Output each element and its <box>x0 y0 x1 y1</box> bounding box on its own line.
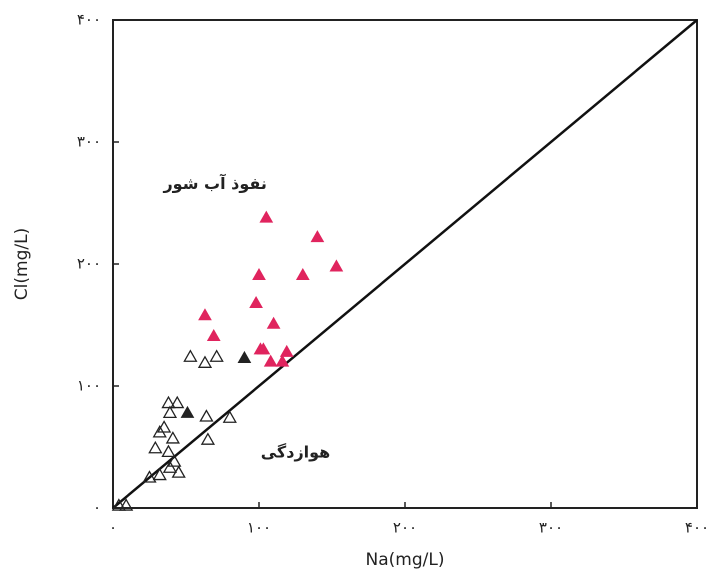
data-point <box>279 344 294 357</box>
y-tick-label: ۲۰۰ <box>77 255 101 273</box>
data-point <box>259 210 274 223</box>
x-axis-label: Na(mg/L) <box>366 550 445 570</box>
annotation: نفوذ آب شور <box>162 173 266 193</box>
data-point <box>295 267 310 280</box>
data-point <box>180 405 195 418</box>
data-point <box>197 355 213 368</box>
data-point <box>162 460 178 473</box>
data-point <box>171 465 186 478</box>
data-point <box>256 342 271 355</box>
data-point <box>183 349 198 362</box>
data-point <box>263 354 278 367</box>
data-point <box>237 350 252 363</box>
y-tick-label: ۳۰۰ <box>77 133 101 151</box>
data-point <box>156 420 172 433</box>
y-tick-label: ۱۰۰ <box>77 377 101 395</box>
data-point <box>165 431 180 444</box>
y-tick-label: ۴۰۰ <box>77 11 101 29</box>
data-point <box>162 405 178 418</box>
annotation: هوازدگی <box>261 443 331 462</box>
x-tick-label: ۲۰۰ <box>393 519 417 537</box>
data-point <box>119 498 134 511</box>
data-point <box>266 316 281 329</box>
data-point <box>142 470 157 483</box>
x-tick-label: ۱۰۰ <box>247 519 271 537</box>
data-point <box>167 454 182 467</box>
x-tick-label: ۳۰۰ <box>539 519 563 537</box>
data-point <box>200 432 216 445</box>
y-axis-label: Cl(mg/L) <box>12 228 32 300</box>
data-point <box>170 395 185 409</box>
data-point <box>222 410 237 423</box>
data-point <box>206 328 221 341</box>
data-point <box>161 444 176 458</box>
data-point <box>329 259 344 272</box>
data-point <box>161 395 176 409</box>
data-point <box>111 498 126 511</box>
data-point <box>209 349 224 362</box>
x-tick-label: ۴۰۰ <box>685 519 709 537</box>
data-point <box>148 440 163 454</box>
data-point <box>199 409 214 422</box>
data-point <box>275 354 290 367</box>
data-point <box>152 467 167 481</box>
data-point <box>310 230 325 243</box>
data-point <box>198 308 212 321</box>
y-tick-label: ۰ <box>93 499 101 517</box>
data-point <box>249 296 263 309</box>
x-tick-label: ۰ <box>109 519 117 537</box>
data-point <box>252 267 266 280</box>
reference-line <box>112 19 698 509</box>
